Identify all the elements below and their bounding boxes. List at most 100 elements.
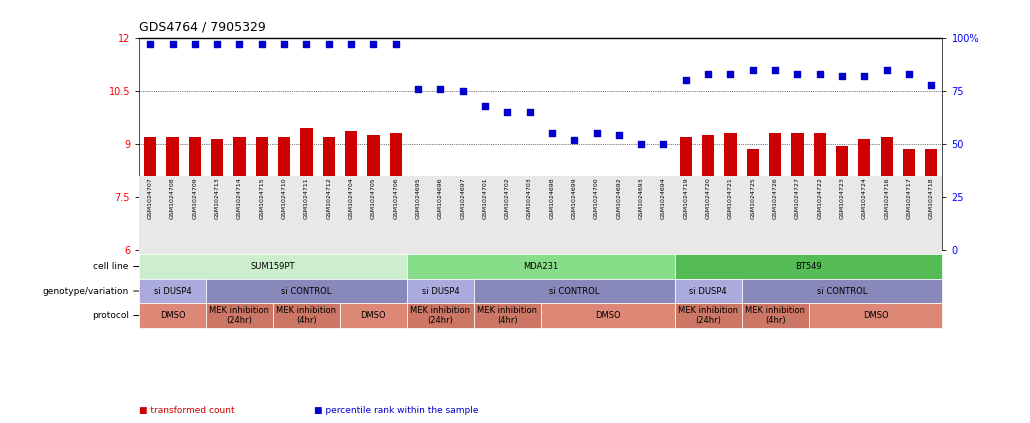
Point bbox=[387, 41, 404, 48]
Text: GSM1024709: GSM1024709 bbox=[193, 178, 198, 219]
Point bbox=[253, 41, 270, 48]
Text: GSM1024696: GSM1024696 bbox=[438, 178, 443, 219]
Text: MEK inhibition
(24hr): MEK inhibition (24hr) bbox=[678, 306, 739, 325]
Text: si CONTROL: si CONTROL bbox=[817, 286, 867, 296]
Point bbox=[410, 85, 426, 92]
Text: cell line: cell line bbox=[94, 262, 129, 271]
Bar bbox=[724, 133, 736, 250]
Point bbox=[588, 130, 605, 137]
Bar bbox=[747, 149, 759, 250]
Point bbox=[900, 71, 917, 77]
Text: GSM1024702: GSM1024702 bbox=[505, 178, 510, 219]
Point bbox=[165, 41, 181, 48]
Text: GSM1024703: GSM1024703 bbox=[527, 178, 533, 219]
Point bbox=[231, 41, 248, 48]
Text: GSM1024720: GSM1024720 bbox=[706, 178, 711, 219]
Text: si DUSP4: si DUSP4 bbox=[153, 286, 192, 296]
Point bbox=[433, 85, 449, 92]
Bar bbox=[211, 139, 224, 250]
Text: BT549: BT549 bbox=[795, 262, 822, 271]
Text: MEK inhibition
(4hr): MEK inhibition (4hr) bbox=[276, 306, 337, 325]
Bar bbox=[881, 137, 893, 250]
Text: genotype/variation: genotype/variation bbox=[42, 286, 129, 296]
Text: GSM1024706: GSM1024706 bbox=[393, 178, 399, 219]
Text: DMSO: DMSO bbox=[360, 311, 386, 320]
Bar bbox=[613, 230, 625, 250]
Text: GSM1024704: GSM1024704 bbox=[348, 178, 353, 219]
Text: si CONTROL: si CONTROL bbox=[549, 286, 599, 296]
Bar bbox=[569, 232, 580, 250]
Point bbox=[521, 109, 538, 115]
Bar bbox=[389, 133, 402, 250]
Text: GSM1024721: GSM1024721 bbox=[728, 178, 733, 219]
Bar bbox=[791, 133, 803, 250]
Bar bbox=[479, 207, 491, 250]
Bar bbox=[322, 137, 335, 250]
Point bbox=[766, 66, 784, 73]
Text: GSM1024700: GSM1024700 bbox=[594, 178, 599, 219]
Bar bbox=[167, 137, 178, 250]
Text: GSM1024705: GSM1024705 bbox=[371, 178, 376, 219]
Point bbox=[833, 73, 850, 80]
Text: GSM1024713: GSM1024713 bbox=[214, 178, 219, 219]
Text: GSM1024698: GSM1024698 bbox=[549, 178, 554, 219]
Bar bbox=[412, 193, 424, 250]
Point bbox=[477, 102, 493, 109]
Text: GSM1024714: GSM1024714 bbox=[237, 178, 242, 219]
Point bbox=[789, 71, 805, 77]
Text: protocol: protocol bbox=[92, 311, 129, 320]
Point bbox=[655, 140, 672, 147]
Point bbox=[276, 41, 293, 48]
Bar bbox=[680, 137, 692, 250]
Bar bbox=[301, 128, 312, 250]
Text: GSM1024716: GSM1024716 bbox=[884, 178, 889, 219]
Point bbox=[722, 71, 739, 77]
Bar bbox=[702, 135, 714, 250]
Text: GSM1024694: GSM1024694 bbox=[661, 178, 666, 219]
Bar bbox=[925, 149, 937, 250]
Text: GSM1024725: GSM1024725 bbox=[750, 178, 755, 219]
Point bbox=[923, 81, 939, 88]
Text: GSM1024693: GSM1024693 bbox=[639, 178, 644, 219]
Text: GSM1024701: GSM1024701 bbox=[482, 178, 487, 219]
Bar bbox=[836, 146, 848, 250]
Text: DMSO: DMSO bbox=[160, 311, 185, 320]
Text: DMSO: DMSO bbox=[595, 311, 620, 320]
Text: GSM1024707: GSM1024707 bbox=[147, 178, 152, 219]
Bar bbox=[368, 135, 379, 250]
Text: GSM1024711: GSM1024711 bbox=[304, 178, 309, 219]
Text: si DUSP4: si DUSP4 bbox=[421, 286, 459, 296]
Bar bbox=[657, 236, 670, 250]
Text: GSM1024722: GSM1024722 bbox=[817, 178, 822, 220]
Bar bbox=[636, 234, 647, 250]
Bar bbox=[903, 149, 915, 250]
Point bbox=[632, 140, 649, 147]
Point bbox=[186, 41, 203, 48]
Point bbox=[365, 41, 381, 48]
Text: DMSO: DMSO bbox=[863, 311, 888, 320]
Text: GSM1024710: GSM1024710 bbox=[281, 178, 286, 219]
Text: GSM1024723: GSM1024723 bbox=[839, 178, 845, 220]
Point bbox=[142, 41, 159, 48]
Text: MEK inhibition
(24hr): MEK inhibition (24hr) bbox=[410, 306, 471, 325]
Bar bbox=[546, 239, 558, 250]
Bar bbox=[769, 133, 781, 250]
Bar bbox=[502, 209, 513, 250]
Point bbox=[544, 130, 560, 137]
Point bbox=[745, 66, 761, 73]
Text: GSM1024724: GSM1024724 bbox=[862, 178, 867, 220]
Bar bbox=[188, 137, 201, 250]
Text: MDA231: MDA231 bbox=[523, 262, 558, 271]
Text: ■ transformed count: ■ transformed count bbox=[139, 406, 235, 415]
Bar bbox=[139, 176, 942, 254]
Point bbox=[454, 88, 471, 94]
Bar bbox=[435, 190, 446, 250]
Point bbox=[343, 41, 359, 48]
Text: si CONTROL: si CONTROL bbox=[281, 286, 332, 296]
Text: GSM1024712: GSM1024712 bbox=[327, 178, 332, 219]
Bar bbox=[814, 133, 826, 250]
Point bbox=[812, 71, 828, 77]
Text: MEK inhibition
(24hr): MEK inhibition (24hr) bbox=[209, 306, 270, 325]
Text: GSM1024708: GSM1024708 bbox=[170, 178, 175, 219]
Text: GSM1024726: GSM1024726 bbox=[772, 178, 778, 219]
